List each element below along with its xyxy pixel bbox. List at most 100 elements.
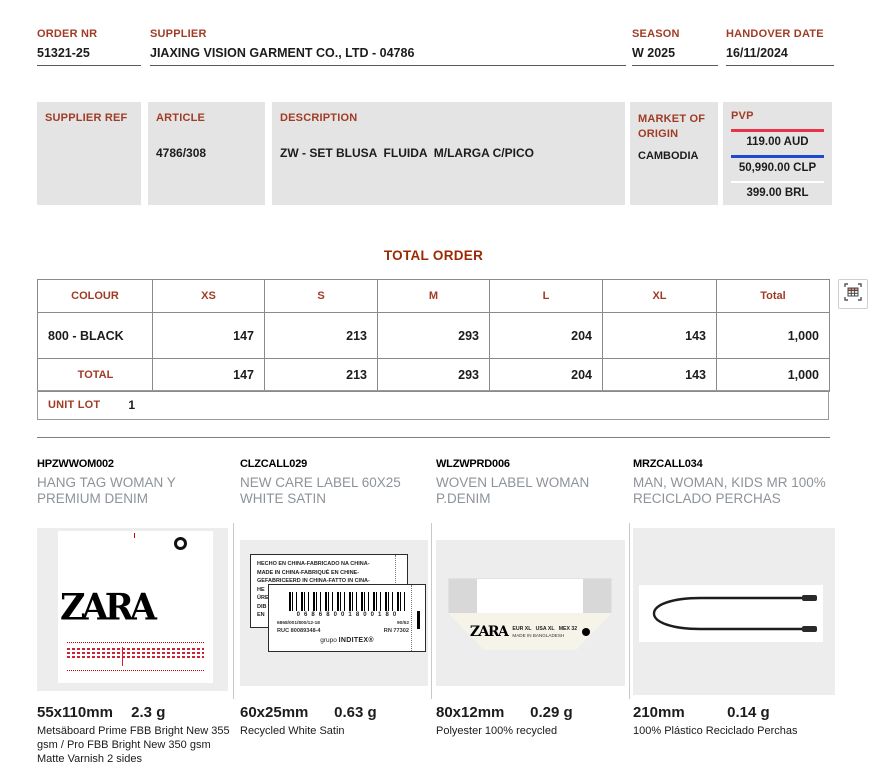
total-total: 1,000 [716,358,830,392]
label-card-care-label: CLZCALL029 NEW CARE LABEL 60X25 WHITE SA… [240,458,428,773]
card-divider [233,523,234,699]
col-total: Total [716,279,830,313]
card-title: MAN, WOMAN, KIDS MR 100% RECICLADO PERCH… [633,475,826,506]
order-nr-field: ORDER NR 51321-25 [37,28,141,66]
card-title: WOVEN LABEL WOMAN P.DENIM [436,475,590,506]
dimension-value: 60x25mm [240,704,309,721]
total-s: 213 [264,358,378,392]
section-divider [37,437,830,438]
market-of-origin-label: MARKET OF ORIGIN [638,113,706,140]
total-order-title: TOTAL ORDER [383,248,484,263]
pvp-separator-blue [731,155,824,158]
dimension-value: 80x12mm [436,704,505,721]
supplier-field: SUPPLIER JIAXING VISION GARMENT CO., LTD… [150,28,626,66]
card-divider [629,523,630,699]
dimension-value: 55x110mm [37,704,113,721]
total-order-table: COLOUR XS S M L XL Total 800 - BLACK 147… [37,279,830,392]
weight-value: 0.29 g [530,704,573,721]
qty-xl: 143 [602,312,717,359]
card-title: NEW CARE LABEL 60X25 WHITE SATIN [240,475,401,506]
perforation-line [411,585,412,651]
care-text-line: MADE IN CHINA-FABRIQUÉ EN CHINE- [257,569,360,576]
inditex-brand: INDITEX® [338,637,374,644]
unit-lot-label: UNIT LOT [48,399,101,411]
fold-tab-left [449,579,477,613]
woven-label-front: ZARA EUR XL USA XL MEX 32 MADE IN BANGLA… [448,613,612,650]
label-card-hanger-loop: MRZCALL034 MAN, WOMAN, KIDS MR 100% RECI… [633,458,835,773]
supplier-ref-box: SUPPLIER REF [37,102,141,205]
label-card-hang-tag: HPZWWOM002 HANG TAG WOMAN Y PREMIUM DENI… [37,458,230,773]
zara-logo: ZARA [60,585,157,630]
grupo-inditex-line: grupo INDITEX® [269,637,425,644]
card-material: Metsäboard Prime FBB Bright New 355 gsm … [37,725,230,766]
card-dimensions: 60x25mm 0.63 g [240,704,377,721]
reference-row: 6868/001/800/12-18 90/52 [269,621,425,626]
grupo-text: grupo [320,637,337,644]
size-block: EUR XL USA XL MEX 32 MADE IN BANGLADESH [512,626,577,638]
fineprint-line [67,652,204,654]
qty-total: 1,000 [716,312,830,359]
description-value: ZW - SET BLUSA FLUIDA M/LARGA C/PICO [280,146,534,160]
tag-hole [174,537,187,550]
tag-fineprint-block [67,642,204,671]
order-nr-value: 51321-25 [37,46,90,60]
season-label: SEASON [632,28,680,40]
tag-tick-mark [134,533,135,538]
supplier-label: SUPPLIER [150,28,207,40]
barcode [289,592,405,611]
colour-cell: 800 - BLACK [37,312,153,359]
ink-mark [417,611,420,629]
description-label: DESCRIPTION [280,112,358,124]
weight-value: 0.63 g [334,704,377,721]
card-divider [431,523,432,699]
qty-l: 204 [489,312,603,359]
card-dimensions: 210mm 0.14 g [633,704,770,721]
pvp-price-clp: 50,990.00 CLP [738,162,817,174]
label-dot [582,627,591,636]
care-text-line: HE [257,586,265,593]
description-box: DESCRIPTION ZW - SET BLUSA FLUIDA M/LARG… [272,102,625,205]
table-scan-button[interactable] [838,279,868,309]
handover-date-field: HANDOVER DATE 16/11/2024 [726,28,834,66]
woven-label-image: ZARA EUR XL USA XL MEX 32 MADE IN BANGLA… [436,540,625,686]
handover-date-value: 16/11/2024 [726,46,788,60]
total-m: 293 [377,358,490,392]
care-text-line: EN [257,612,265,619]
unit-lot-value: 1 [128,398,136,412]
total-l: 204 [489,358,603,392]
card-dimensions: 80x12mm 0.29 g [436,704,573,721]
market-of-origin-box: MARKET OF ORIGIN CAMBODIA [630,102,718,205]
col-colour: COLOUR [37,279,153,313]
table-total-row: TOTAL 147 213 293 204 143 1,000 [37,358,830,392]
col-xs: XS [152,279,265,313]
card-code: WLZWPRD006 [436,458,510,470]
total-xs: 147 [152,358,265,392]
care-text-line: GEFABRICEERD IN CHINA-FATTO IN CINA- [257,578,370,585]
card-code: HPZWWOM002 [37,458,114,470]
care-label-image: HECHO EN CHINA-FABRICADO NA CHINA- MADE … [240,540,428,686]
fineprint-line [67,656,204,658]
weight-value: 0.14 g [727,704,770,721]
reference-right: 90/52 [396,621,409,626]
weight-value: 2.3 g [131,704,166,721]
qty-m: 293 [377,312,490,359]
article-box: ARTICLE 4786/308 [148,102,265,205]
label-card-woven-label: WLZWPRD006 WOVEN LABEL WOMAN P.DENIM ZAR… [436,458,625,773]
hang-tag-image: ZARA [37,528,228,691]
qty-s: 213 [264,312,378,359]
pvp-price-brl: 399.00 BRL [746,187,809,199]
label-back-strip [448,578,612,614]
handover-date-label: HANDOVER DATE [726,28,824,40]
care-label-front: 0 6 8 6 8 0 0 1 8 0 0 1 8 0 6868/001/800… [268,584,426,652]
card-title: HANG TAG WOMAN Y PREMIUM DENIM [37,475,176,506]
fineprint-line [67,648,204,650]
care-text-line: ÜRE [257,595,269,602]
zara-logo: ZARA [469,623,509,640]
total-xl: 143 [602,358,717,392]
pvp-separator-red [731,129,824,132]
card-dimensions: 55x110mm 2.3 g [37,704,165,721]
col-l: L [489,279,603,313]
table-header-row: COLOUR XS S M L XL Total [37,279,830,313]
reference-left: 6868/001/800/12-18 [277,621,320,626]
pvp-price-aud: 119.00 AUD [746,136,809,148]
